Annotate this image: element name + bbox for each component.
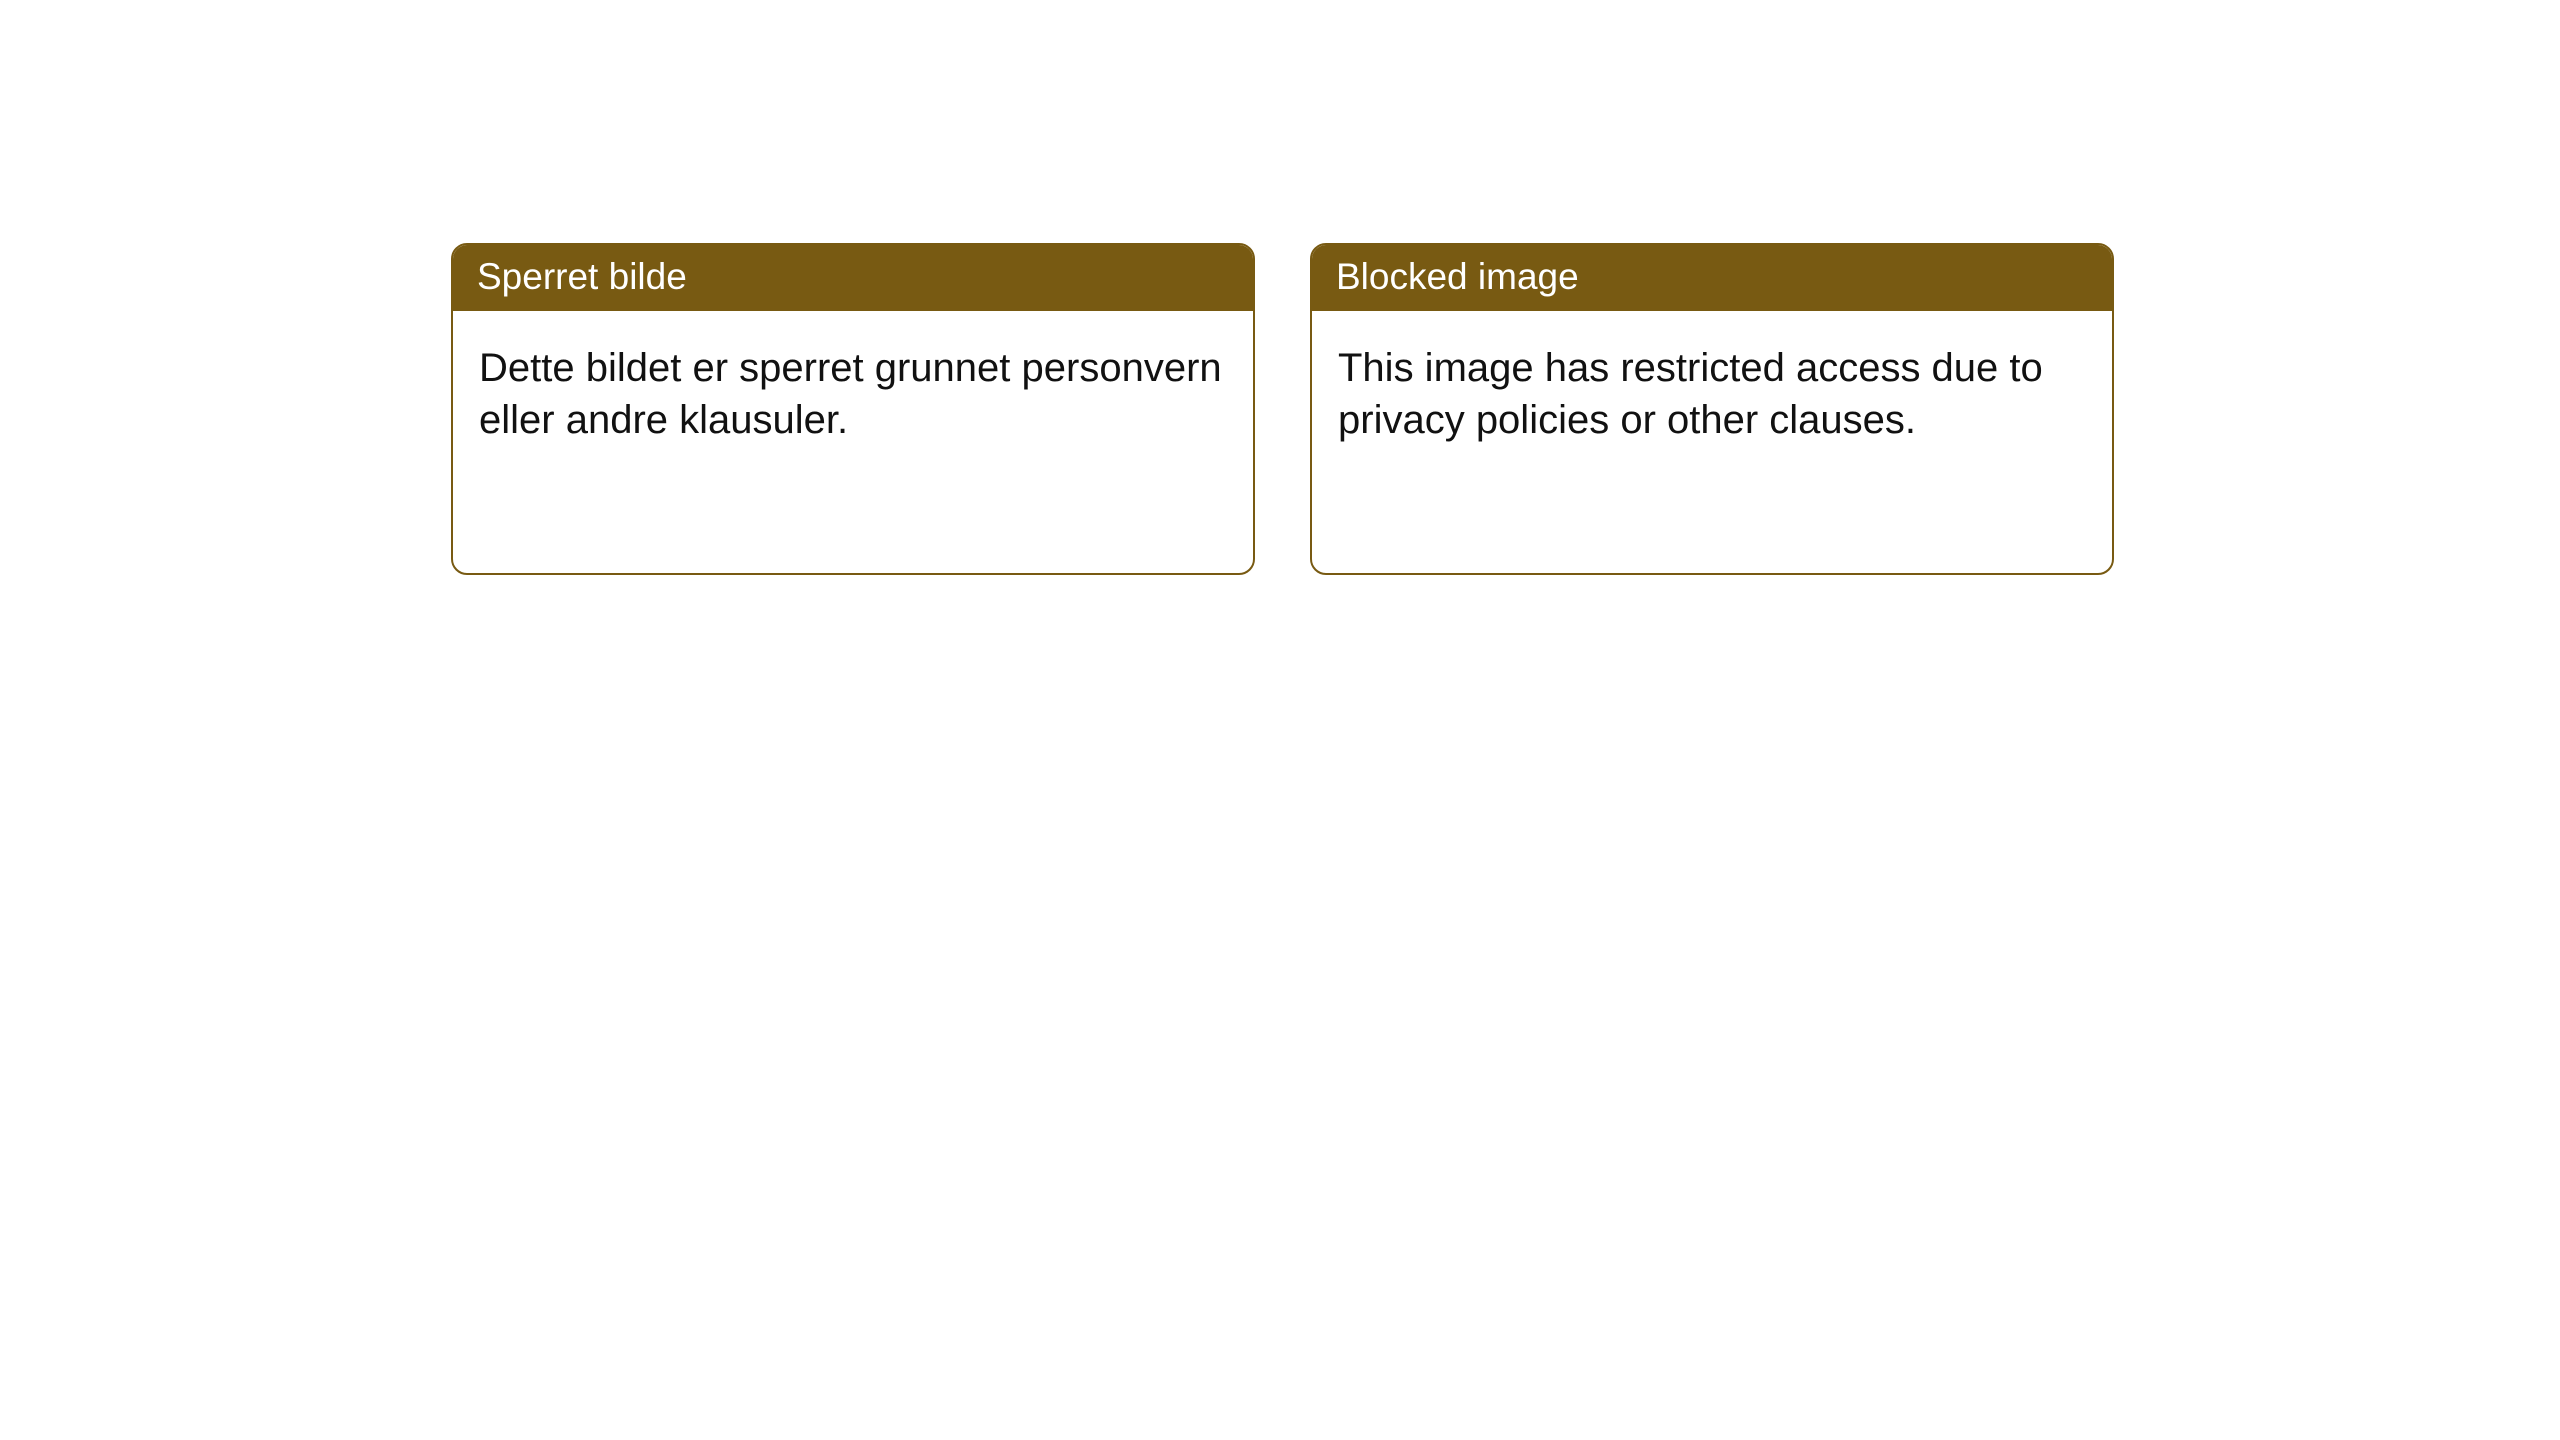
notice-header: Blocked image (1312, 245, 2112, 311)
notice-body-text: This image has restricted access due to … (1338, 346, 2043, 441)
notice-card-english: Blocked image This image has restricted … (1310, 243, 2114, 575)
notice-title: Blocked image (1336, 256, 1579, 297)
notice-body: Dette bildet er sperret grunnet personve… (453, 311, 1253, 477)
notice-body-text: Dette bildet er sperret grunnet personve… (479, 346, 1222, 441)
notice-body: This image has restricted access due to … (1312, 311, 2112, 477)
notice-title: Sperret bilde (477, 256, 687, 297)
notice-header: Sperret bilde (453, 245, 1253, 311)
notice-container: Sperret bilde Dette bildet er sperret gr… (451, 243, 2114, 575)
notice-card-norwegian: Sperret bilde Dette bildet er sperret gr… (451, 243, 1255, 575)
